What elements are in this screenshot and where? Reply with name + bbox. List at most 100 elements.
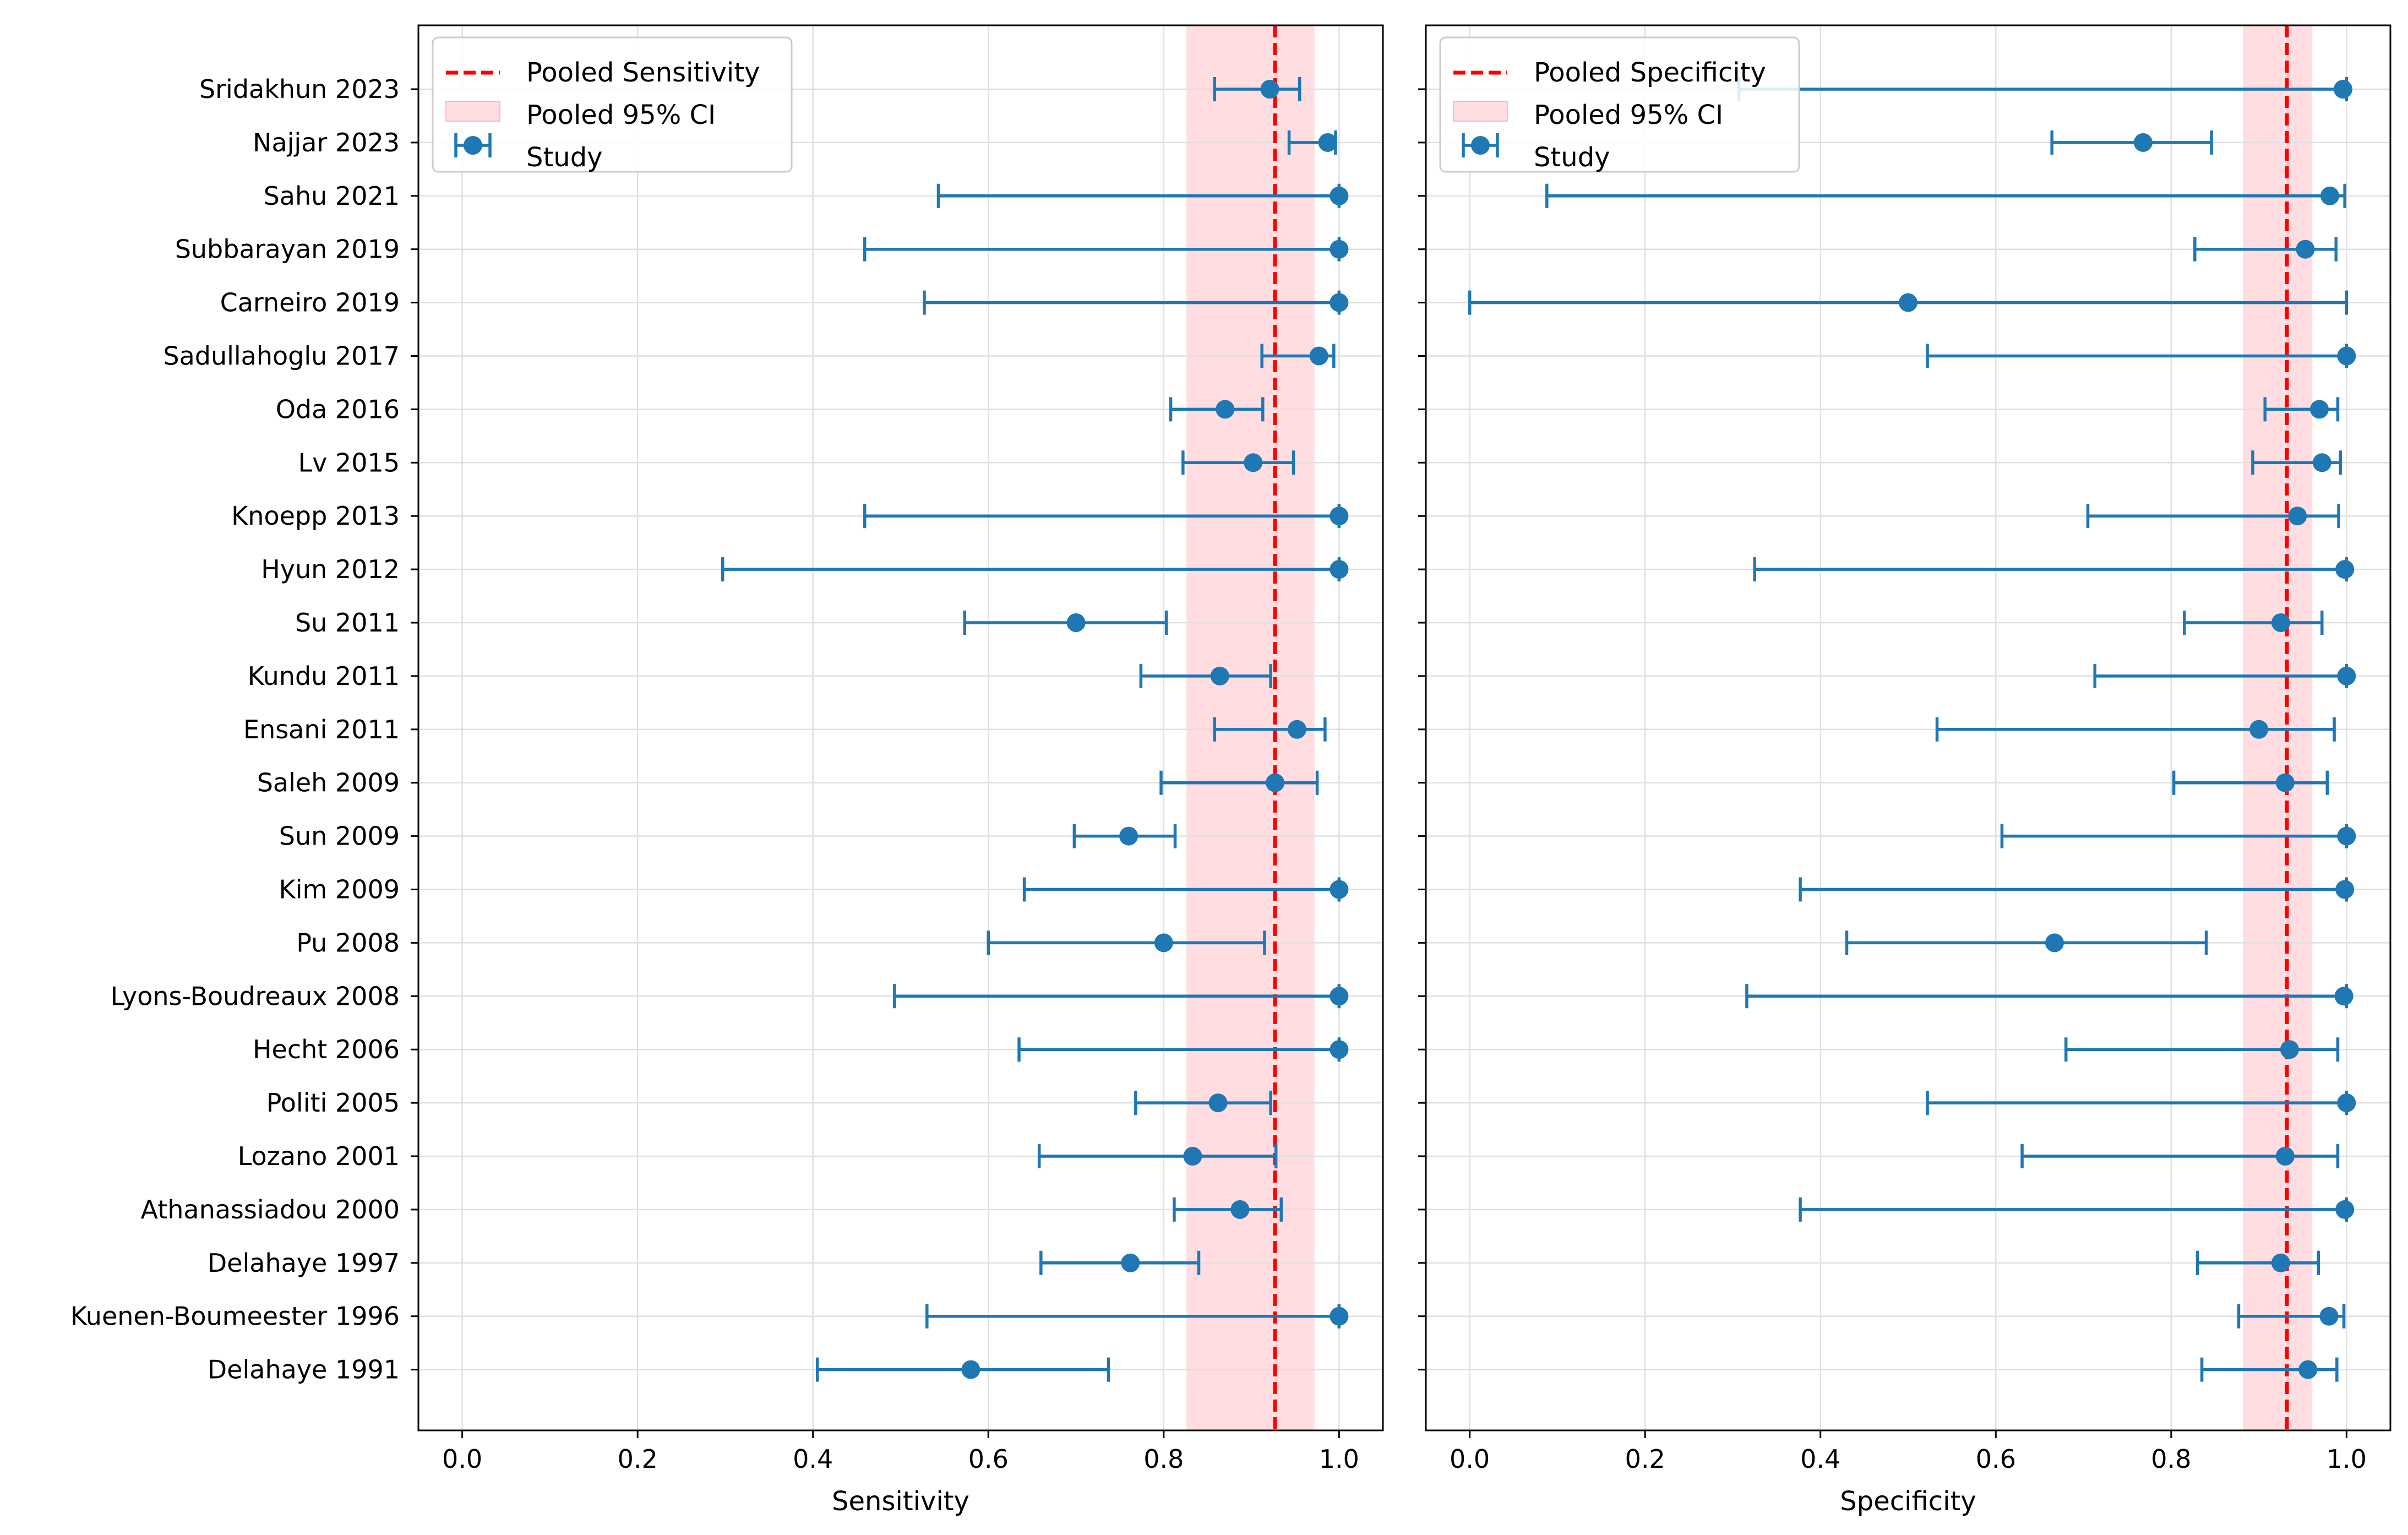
specificity-point-10 bbox=[2271, 613, 2290, 632]
study-label: Najjar 2023 bbox=[253, 128, 400, 157]
specificity-point-19 bbox=[2337, 1093, 2356, 1113]
specificity-legend-box bbox=[1439, 36, 1800, 173]
sensitivity-point-9 bbox=[1330, 560, 1349, 579]
sensitivity-xtick-label: 0.4 bbox=[793, 1444, 833, 1474]
sensitivity-point-6 bbox=[1216, 400, 1235, 419]
specificity-xtick-label: 0.0 bbox=[1450, 1444, 1490, 1474]
specificity-point-12 bbox=[2249, 720, 2269, 739]
specificity-point-21 bbox=[2335, 1200, 2355, 1219]
specificity-x-axis-label: Specificity bbox=[1840, 1486, 1976, 1517]
study-label: Subbarayan 2019 bbox=[175, 235, 400, 264]
specificity-point-7 bbox=[2312, 453, 2331, 472]
study-label: Kim 2009 bbox=[279, 875, 400, 905]
study-label: Ensani 2011 bbox=[243, 715, 400, 744]
specificity-point-23 bbox=[2319, 1307, 2339, 1326]
specificity-point-18 bbox=[2280, 1040, 2299, 1059]
specificity-plot-frame bbox=[1425, 24, 2391, 1431]
sensitivity-point-5 bbox=[1309, 346, 1328, 366]
sensitivity-plot-frame bbox=[417, 24, 1384, 1431]
specificity-point-24 bbox=[2298, 1360, 2318, 1379]
study-label: Pu 2008 bbox=[296, 928, 400, 957]
sensitivity-point-15 bbox=[1330, 880, 1349, 899]
study-label: Kuenen-Boumeester 1996 bbox=[70, 1302, 400, 1331]
study-label: Lyons-Boudreaux 2008 bbox=[111, 981, 400, 1011]
specificity-legend-point-swatch bbox=[1471, 136, 1490, 155]
sensitivity-xtick-label: 0.0 bbox=[442, 1444, 482, 1474]
study-label: Sun 2009 bbox=[279, 821, 400, 851]
sensitivity-point-12 bbox=[1287, 720, 1306, 739]
specificity-legend-study-label: Study bbox=[1534, 142, 1610, 173]
study-label: Carneiro 2019 bbox=[220, 288, 400, 318]
study-label: Delahaye 1991 bbox=[208, 1355, 400, 1385]
specificity-point-4 bbox=[1899, 293, 1917, 312]
specificity-xtick-label: 0.6 bbox=[1976, 1444, 2016, 1474]
study-label: Delahaye 1997 bbox=[208, 1248, 400, 1278]
specificity-legend-pooled-label: Pooled Specificity bbox=[1534, 57, 1766, 88]
specificity-point-17 bbox=[2334, 987, 2353, 1006]
specificity-point-0 bbox=[2333, 80, 2352, 99]
sensitivity-legend-study-label: Study bbox=[526, 142, 603, 173]
sensitivity-point-10 bbox=[1066, 613, 1086, 632]
sensitivity-legend-ci-label: Pooled 95% CI bbox=[526, 100, 716, 130]
study-label: Sridakhun 2023 bbox=[199, 74, 400, 104]
specificity-panel: 0.0 0.2 0.4 0.6 0.8 1.0 Specificity Pooled Spec… bbox=[1418, 24, 2391, 1517]
study-label: Lozano 2001 bbox=[238, 1141, 400, 1171]
sensitivity-point-17 bbox=[1330, 987, 1349, 1006]
sensitivity-point-4 bbox=[1330, 293, 1349, 312]
sensitivity-point-20 bbox=[1183, 1147, 1202, 1166]
sensitivity-point-13 bbox=[1266, 773, 1285, 792]
sensitivity-point-3 bbox=[1330, 239, 1349, 259]
sensitivity-point-21 bbox=[1230, 1200, 1250, 1219]
sensitivity-xtick-label: 1.0 bbox=[1319, 1444, 1359, 1474]
study-label: Politi 2005 bbox=[266, 1088, 400, 1118]
specificity-point-3 bbox=[2296, 239, 2315, 259]
specificity-xtick-label: 0.8 bbox=[2151, 1444, 2191, 1474]
sensitivity-panel: Sridakhun 2023 Najjar 2023 Sahu 2021 Subbar… bbox=[70, 24, 1384, 1517]
sensitivity-point-8 bbox=[1330, 507, 1349, 526]
sensitivity-point-14 bbox=[1119, 826, 1138, 846]
sensitivity-point-22 bbox=[1121, 1253, 1140, 1272]
specificity-xtick-label: 1.0 bbox=[2327, 1444, 2367, 1474]
specificity-point-14 bbox=[2337, 826, 2356, 846]
specificity-point-22 bbox=[2271, 1253, 2290, 1272]
sensitivity-point-2 bbox=[1330, 186, 1349, 205]
specificity-point-9 bbox=[2335, 560, 2355, 579]
sensitivity-point-7 bbox=[1244, 453, 1263, 472]
sensitivity-legend-box bbox=[432, 36, 793, 173]
specificity-point-15 bbox=[2335, 880, 2355, 899]
study-label: Oda 2016 bbox=[276, 394, 400, 424]
study-label: Sadullahoglu 2017 bbox=[163, 341, 400, 371]
study-label: Knoepp 2013 bbox=[231, 501, 400, 531]
specificity-point-11 bbox=[2337, 666, 2356, 685]
specificity-point-1 bbox=[2133, 133, 2153, 152]
specificity-legend-band-swatch bbox=[1453, 101, 1508, 122]
sensitivity-xtick-label: 0.6 bbox=[968, 1444, 1009, 1474]
study-label: Hyun 2012 bbox=[261, 554, 400, 584]
sensitivity-point-16 bbox=[1154, 933, 1173, 952]
study-label: Hecht 2006 bbox=[253, 1035, 400, 1064]
sensitivity-xtick-label: 0.2 bbox=[618, 1444, 658, 1474]
specificity-point-5 bbox=[2337, 346, 2356, 366]
study-label: Saleh 2009 bbox=[257, 768, 400, 798]
sensitivity-point-0 bbox=[1260, 80, 1279, 99]
specificity-point-6 bbox=[2309, 400, 2329, 419]
specificity-point-20 bbox=[2275, 1147, 2295, 1166]
specificity-point-13 bbox=[2275, 773, 2295, 792]
specificity-xtick-label: 0.4 bbox=[1800, 1444, 1840, 1474]
study-label: Lv 2015 bbox=[298, 448, 400, 477]
sensitivity-xtick-label: 0.8 bbox=[1143, 1444, 1184, 1474]
study-label: Athanassiadou 2000 bbox=[141, 1195, 400, 1224]
sensitivity-point-18 bbox=[1330, 1040, 1349, 1059]
specificity-xtick-label: 0.2 bbox=[1625, 1444, 1665, 1474]
sensitivity-point-23 bbox=[1330, 1307, 1349, 1326]
specificity-point-8 bbox=[2288, 507, 2307, 526]
sensitivity-point-24 bbox=[961, 1360, 980, 1379]
sensitivity-x-axis-label: Sensitivity bbox=[832, 1486, 969, 1517]
sensitivity-legend-band-swatch bbox=[445, 101, 500, 122]
sensitivity-point-1 bbox=[1318, 133, 1337, 152]
sensitivity-legend-point-swatch bbox=[464, 136, 482, 155]
study-label: Su 2011 bbox=[295, 608, 400, 638]
specificity-point-2 bbox=[2320, 186, 2340, 205]
sensitivity-legend-pooled-label: Pooled Sensitivity bbox=[526, 57, 760, 88]
